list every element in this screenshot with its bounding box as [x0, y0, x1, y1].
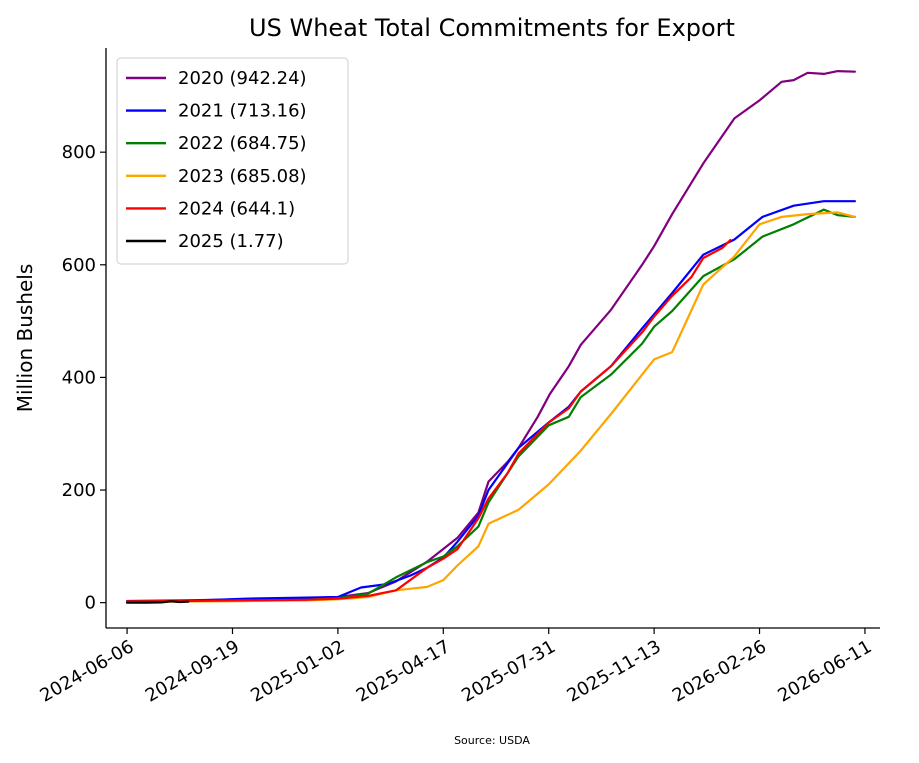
x-tick-label: 2025-04-17 — [353, 636, 454, 706]
series-line-4 — [126, 238, 732, 603]
x-tick-label: 2026-02-26 — [669, 636, 770, 706]
x-tick-label: 2024-06-06 — [36, 636, 137, 706]
x-tick-label: 2025-07-31 — [458, 636, 559, 706]
x-tick-label: 2026-06-11 — [774, 636, 875, 706]
y-tick-label: 200 — [62, 480, 96, 501]
legend-label: 2023 (685.08) — [178, 166, 307, 187]
legend-label: 2025 (1.77) — [178, 231, 284, 252]
y-tick-label: 600 — [62, 255, 96, 276]
chart-title: US Wheat Total Commitments for Export — [249, 14, 735, 42]
y-tick-label: 800 — [62, 142, 96, 163]
x-tick-label: 2025-11-13 — [564, 636, 665, 706]
legend-label: 2024 (644.1) — [178, 198, 295, 219]
series-lines — [126, 70, 856, 604]
y-tick-label: 0 — [85, 593, 96, 614]
legend-label: 2022 (684.75) — [178, 133, 307, 154]
y-axis-label: Million Bushels — [13, 264, 37, 413]
series-line-3 — [126, 211, 856, 604]
legend: 2020 (942.24) 2021 (713.16) 2022 (684.75) 2… — [116, 57, 349, 265]
x-tick-label: 2024-09-19 — [142, 636, 243, 706]
series-line-5 — [126, 600, 190, 604]
series-line-2 — [126, 208, 856, 603]
x-ticks: 2024-06-06 2024-09-19 2025-01-02 2025-04-17… — [36, 628, 875, 707]
legend-label: 2021 (713.16) — [178, 101, 307, 122]
source-note: Source: USDA — [454, 734, 530, 747]
y-tick-label: 400 — [62, 367, 96, 388]
y-ticks: 0 200 400 600 800 — [62, 142, 106, 614]
legend-label: 2020 (942.24) — [178, 68, 307, 89]
x-tick-label: 2025-01-02 — [247, 636, 348, 706]
axes — [105, 48, 880, 629]
legend-box — [116, 57, 349, 265]
